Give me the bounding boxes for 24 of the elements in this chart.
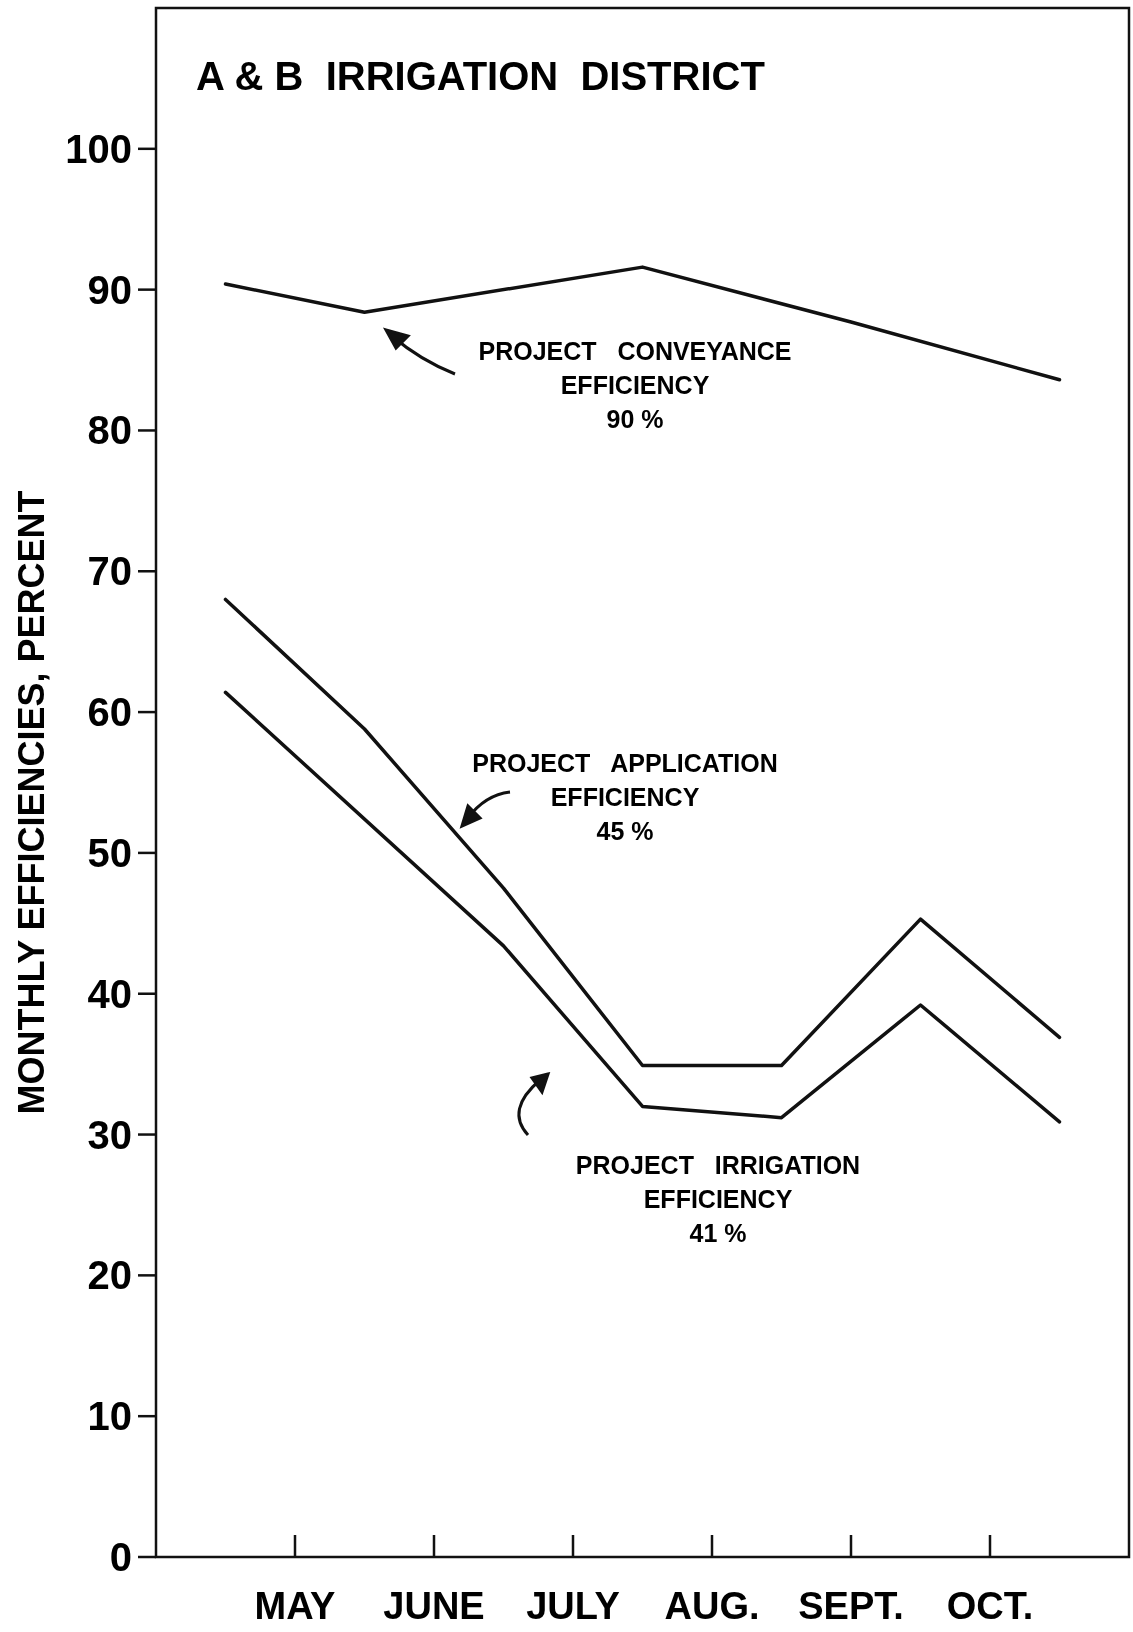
- y-tick-label: 10: [87, 1394, 132, 1439]
- x-tick-label: JUNE: [383, 1585, 485, 1627]
- annotation: PROJECT CONVEYANCE EFFICIENCY 90 %: [478, 337, 792, 433]
- y-tick-label: 30: [87, 1112, 132, 1157]
- x-tick-label: AUG.: [664, 1585, 760, 1627]
- y-tick-label: 90: [87, 267, 132, 312]
- x-tick-label: MAY: [254, 1585, 336, 1627]
- y-tick-label: 60: [87, 690, 132, 735]
- annotation: PROJECT APPLICATION EFFICIENCY 45 %: [472, 749, 778, 845]
- y-tick-label: 50: [87, 830, 132, 875]
- line-series: [223, 690, 1062, 1124]
- x-tick-label: SEPT.: [798, 1585, 904, 1627]
- y-tick-label: 20: [87, 1253, 132, 1298]
- x-tick-label: OCT.: [946, 1585, 1034, 1627]
- y-tick-label: 70: [87, 549, 132, 594]
- x-tick-label: JULY: [526, 1585, 620, 1627]
- y-tick-label: 0: [109, 1535, 132, 1579]
- y-axis-title: MONTHLY EFFICIENCIES, PERCENT: [11, 490, 52, 1115]
- line-series: [223, 597, 1062, 1068]
- text: A & B IRRIGATION DISTRICT: [196, 54, 765, 98]
- y-tick-label: 80: [87, 408, 132, 453]
- y-tick-label: 100: [65, 126, 132, 171]
- y-tick-label: 40: [87, 971, 132, 1016]
- annotation: PROJECT IRRIGATION EFFICIENCY 41 %: [575, 1151, 861, 1247]
